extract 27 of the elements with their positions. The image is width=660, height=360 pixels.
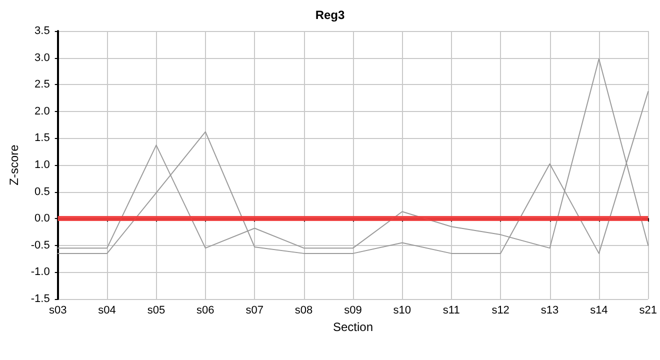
y-axis-title: Z-score bbox=[7, 144, 21, 186]
y-tick-label: -0.5 bbox=[30, 239, 50, 252]
x-tick-label: s12 bbox=[492, 304, 510, 316]
x-tick-label: s08 bbox=[294, 304, 313, 316]
y-tick-label: 2.5 bbox=[34, 78, 50, 91]
chart-title: Reg3 bbox=[315, 8, 345, 22]
x-tick-label: s07 bbox=[246, 304, 264, 316]
x-tick-label: s10 bbox=[393, 304, 412, 316]
y-tick-label: 1.0 bbox=[34, 159, 50, 171]
x-tick-label: s03 bbox=[48, 304, 67, 316]
x-tick-label: s09 bbox=[344, 304, 362, 316]
y-tick-label: 2.0 bbox=[34, 105, 50, 118]
x-axis-title: Section bbox=[332, 320, 374, 334]
x-tick-label: s06 bbox=[196, 304, 214, 316]
x-tick-label: s11 bbox=[442, 304, 460, 316]
y-tick-label: 0.5 bbox=[34, 186, 50, 198]
y-tick-label: -1.5 bbox=[30, 293, 50, 305]
y-tick-label: 3.5 bbox=[34, 25, 50, 37]
y-tick-label: 3.0 bbox=[34, 52, 50, 64]
x-tick-label: s04 bbox=[98, 304, 116, 316]
x-tick-label: s05 bbox=[147, 304, 166, 316]
x-tick-label: s14 bbox=[590, 304, 608, 316]
x-tick-label: s13 bbox=[540, 304, 559, 316]
x-tick-label: s21 bbox=[639, 304, 658, 316]
y-tick-label: 0.0 bbox=[34, 212, 50, 225]
y-tick-label: -1.0 bbox=[30, 266, 50, 278]
y-tick-label: 1.5 bbox=[34, 132, 50, 144]
